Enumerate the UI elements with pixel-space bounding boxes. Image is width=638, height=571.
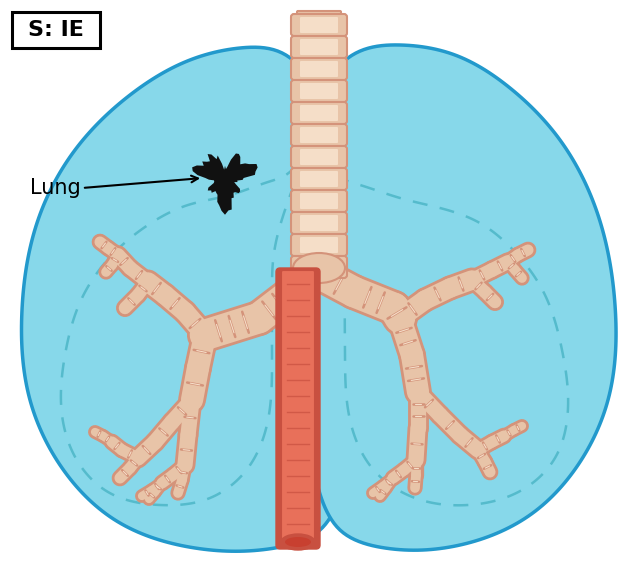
- Polygon shape: [22, 47, 343, 551]
- FancyBboxPatch shape: [291, 212, 347, 234]
- FancyBboxPatch shape: [276, 268, 320, 549]
- FancyBboxPatch shape: [300, 83, 338, 99]
- FancyBboxPatch shape: [300, 237, 338, 253]
- Polygon shape: [192, 154, 258, 215]
- FancyBboxPatch shape: [291, 190, 347, 212]
- Text: Lung: Lung: [30, 178, 81, 198]
- FancyBboxPatch shape: [291, 146, 347, 168]
- FancyBboxPatch shape: [291, 168, 347, 190]
- FancyBboxPatch shape: [291, 124, 347, 146]
- FancyBboxPatch shape: [297, 11, 341, 269]
- FancyBboxPatch shape: [300, 149, 338, 165]
- FancyBboxPatch shape: [300, 105, 338, 121]
- FancyBboxPatch shape: [291, 14, 347, 36]
- FancyBboxPatch shape: [291, 256, 347, 278]
- Ellipse shape: [293, 253, 345, 283]
- FancyBboxPatch shape: [300, 39, 338, 55]
- FancyBboxPatch shape: [300, 171, 338, 187]
- FancyBboxPatch shape: [300, 127, 338, 143]
- Ellipse shape: [281, 534, 315, 550]
- FancyBboxPatch shape: [300, 259, 338, 275]
- FancyBboxPatch shape: [291, 234, 347, 256]
- FancyBboxPatch shape: [300, 193, 338, 209]
- FancyBboxPatch shape: [300, 215, 338, 231]
- FancyBboxPatch shape: [281, 270, 315, 547]
- FancyBboxPatch shape: [291, 80, 347, 102]
- Polygon shape: [308, 45, 616, 550]
- FancyBboxPatch shape: [291, 58, 347, 80]
- FancyBboxPatch shape: [291, 36, 347, 58]
- FancyBboxPatch shape: [300, 61, 338, 77]
- FancyBboxPatch shape: [12, 12, 100, 48]
- Ellipse shape: [285, 537, 311, 547]
- FancyBboxPatch shape: [291, 102, 347, 124]
- Text: S: IE: S: IE: [28, 20, 84, 40]
- FancyBboxPatch shape: [300, 17, 338, 33]
